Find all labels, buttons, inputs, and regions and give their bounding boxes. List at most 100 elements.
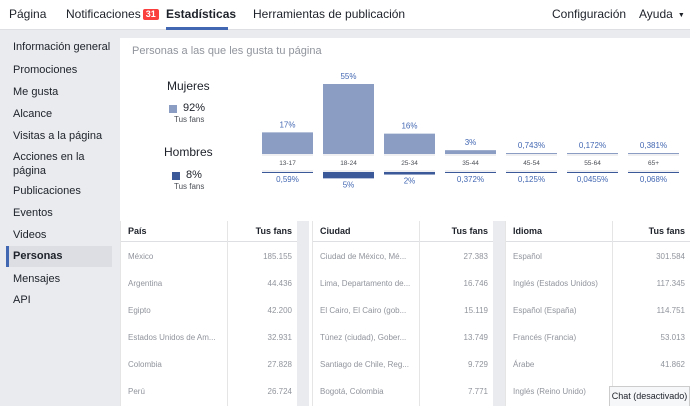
tab-estadisticas[interactable]: Estadísticas [166,0,236,30]
table-cell-name: México [128,252,154,261]
tab-label: Ayuda [639,7,673,21]
women-data-label: 3% [465,138,477,147]
table-cell-name: Egipto [128,306,151,315]
table-cell-value: 301.584 [656,252,685,261]
col-header-pais: País [128,226,147,236]
chevron-down-icon: ▼ [677,12,685,19]
table-cell-value: 16.746 [463,279,488,288]
tab-pagina[interactable]: Página [9,0,46,30]
women-data-label: 0,172% [579,141,606,150]
column-divider [419,221,420,406]
sidebar-item-informacion-general[interactable]: Información general [13,41,111,53]
table-header-row [506,221,690,242]
women-bar-25-34 [384,133,435,154]
table-cell-name: Inglés (Reino Unido) [513,387,586,396]
women-data-label: 16% [401,122,417,131]
men-bar-35-44 [445,172,496,173]
age-tick-label: 35-44 [462,160,479,167]
women-data-label: 55% [340,72,356,81]
col-header-fans: Tus fans [451,226,488,236]
age-tick-label: 45-54 [523,160,540,167]
table-cell-name: Inglés (Estados Unidos) [513,279,598,288]
sidebar-item-acciones[interactable]: Acciones en la página [13,151,85,177]
women-data-label: 17% [279,120,295,129]
tab-herramientas[interactable]: Herramientas de publicación [253,0,405,30]
table-cell-name: Árabe [513,360,535,369]
table-cell-name: Estados Unidos de Am... [128,333,216,342]
men-bar-25-34 [384,172,435,175]
language-table: Idioma Tus fans Español 301.584 Inglés (Es… [505,221,690,406]
tab-notificaciones[interactable]: Notificaciones 31 [66,0,159,30]
col-header-fans: Tus fans [648,226,685,236]
table-cell-value: 44.436 [267,279,292,288]
men-data-label: 0,0455% [577,175,609,184]
sidebar-item-personas[interactable]: Personas [6,246,112,267]
men-legend-swatch [172,172,180,180]
col-header-fans: Tus fans [255,226,292,236]
men-fans-label: Tus fans [174,182,205,191]
table-cell-value: 27.383 [463,252,488,261]
sidebar-item-eventos[interactable]: Eventos [13,207,53,219]
table-gap [297,221,309,406]
age-tick-label: 13-17 [279,160,296,167]
table-cell-value: 53.013 [660,333,685,342]
sidebar: Información general Promociones Me gusta… [0,30,118,406]
age-tick-label: 18-24 [340,160,357,167]
tab-label: Notificaciones [66,7,141,21]
men-bar-45-54 [506,172,557,173]
page-top-nav: Página Notificaciones 31 Estadísticas Her… [0,0,690,30]
column-divider [227,221,228,406]
table-cell-name: El Cairo, El Cairo (gob... [320,306,407,315]
women-bar-55-64 [567,153,618,154]
women-bar-35-44 [445,150,496,154]
table-cell-value: 7.771 [467,387,488,396]
women-fans-label: Tus fans [174,115,205,124]
women-bar-18-24 [323,84,374,154]
tab-configuracion[interactable]: Configuración [552,0,626,30]
col-header-idioma: Idioma [513,226,543,236]
sidebar-item-mensajes[interactable]: Mensajes [13,273,61,285]
table-cell-value: 185.155 [263,252,292,261]
men-data-label: 0,59% [276,175,299,184]
table-cell-value: 41.862 [660,360,685,369]
men-bar-13-17 [262,172,313,173]
sidebar-item-promociones[interactable]: Promociones [13,64,78,76]
chat-button[interactable]: Chat (desactivado) [609,386,690,406]
table-cell-name: Túnez (ciudad), Gober... [320,333,407,342]
sidebar-item-visitas[interactable]: Visitas a la página [13,130,103,142]
sidebar-item-alcance[interactable]: Alcance [13,108,53,120]
men-data-label: 0,125% [518,175,545,184]
table-header-row [313,221,494,242]
sidebar-item-api[interactable]: API [13,294,31,306]
tab-label: Herramientas de publicación [253,7,406,21]
table-cell-name: Español (España) [513,306,577,315]
table-cell-value: 117.345 [656,279,685,288]
women-data-label: 0,381% [640,141,667,150]
column-divider [612,221,613,406]
women-data-label: 0,743% [518,141,545,150]
sidebar-item-videos[interactable]: Videos [13,229,47,241]
age-tick-label: 55-64 [584,160,601,167]
table-cell-value: 26.724 [267,387,292,396]
table-cell-name: Francés (Francia) [513,333,577,342]
table-cell-name: Español [513,252,542,261]
tab-ayuda[interactable]: Ayuda ▼ [639,0,685,30]
women-bar-65+ [628,153,679,154]
table-cell-name: Argentina [128,279,163,288]
men-bar-65+ [628,172,679,173]
col-header-ciudad: Ciudad [320,226,351,236]
women-bar-13-17 [262,132,313,154]
men-bar-55-64 [567,172,618,173]
table-cell-value: 32.931 [267,333,292,342]
table-cell-name: Perú [128,387,145,396]
city-table: Ciudad Tus fans Ciudad de México, Mé... 2… [312,221,494,406]
sidebar-item-publicaciones[interactable]: Publicaciones [13,185,81,197]
table-cell-value: 13.749 [463,333,488,342]
sidebar-item-me-gusta[interactable]: Me gusta [13,86,59,98]
table-cell-name: Colombia [128,360,162,369]
table-cell-value: 15.119 [464,306,488,315]
men-label: Hombres [164,145,213,159]
table-cell-name: Lima, Departamento de... [320,279,411,288]
women-bar-45-54 [506,153,557,154]
table-cell-name: Ciudad de México, Mé... [320,252,407,261]
